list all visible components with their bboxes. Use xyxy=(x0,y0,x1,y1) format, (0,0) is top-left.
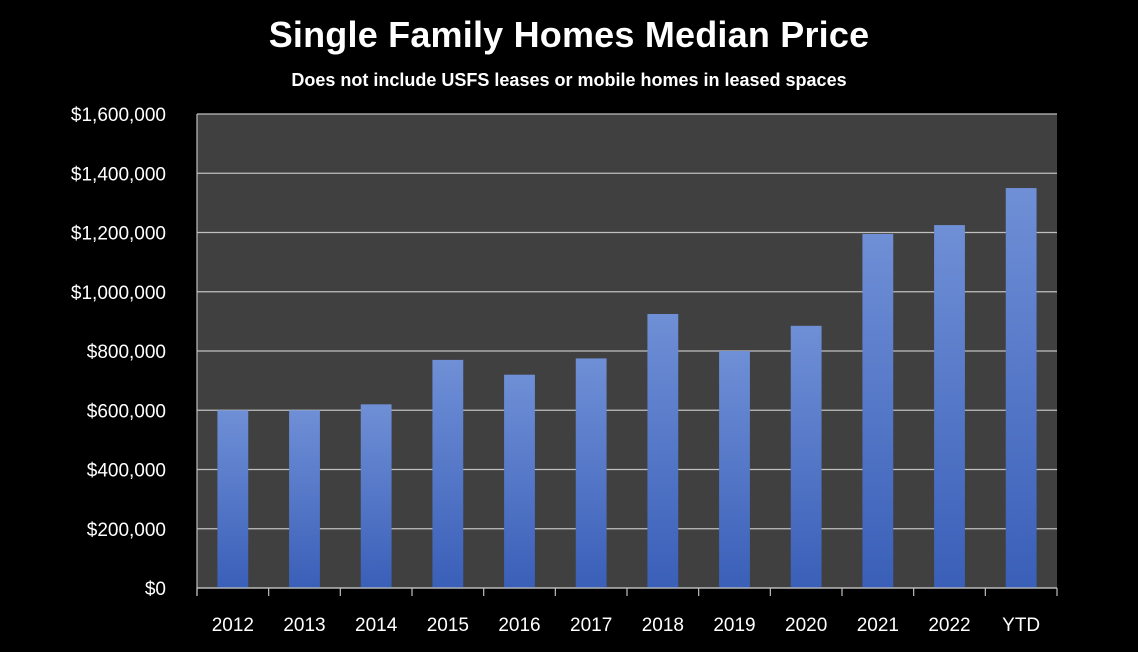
bar-ytd xyxy=(1005,188,1037,588)
x-tick-label: 2015 xyxy=(427,615,469,636)
bar-2014 xyxy=(360,404,392,588)
y-tick-label: $0 xyxy=(145,579,166,600)
bar-2022 xyxy=(934,225,965,588)
bar-2019 xyxy=(719,351,750,588)
x-tick-label: YTD xyxy=(1002,615,1040,636)
y-tick-label: $400,000 xyxy=(87,461,166,482)
bar-2012 xyxy=(217,410,249,588)
x-tick-label: 2017 xyxy=(570,615,612,636)
bar-2016 xyxy=(504,374,535,588)
chart-title: Single Family Homes Median Price xyxy=(268,14,870,55)
bar-2013 xyxy=(289,410,320,588)
x-tick-label: 2018 xyxy=(642,615,684,636)
x-tick-label: 2020 xyxy=(785,615,827,636)
y-tick-label: $1,600,000 xyxy=(71,105,166,126)
x-tick-label: 2021 xyxy=(857,615,899,636)
y-tick-label: $600,000 xyxy=(87,401,166,422)
y-tick-label: $1,000,000 xyxy=(71,283,166,304)
bar-2018 xyxy=(647,313,679,588)
y-tick-label: $800,000 xyxy=(87,342,166,363)
x-tick-label: 2013 xyxy=(283,615,325,636)
y-tick-label: $1,400,000 xyxy=(71,164,166,185)
chart-subtitle: Does not include USFS leases or mobile h… xyxy=(291,70,847,90)
x-tick-label: 2012 xyxy=(212,615,254,636)
bar-2015 xyxy=(432,359,464,588)
x-tick-label: 2016 xyxy=(498,615,540,636)
x-tick-label: 2014 xyxy=(355,615,398,636)
bar-2021 xyxy=(862,233,894,588)
bar-2020 xyxy=(790,325,822,588)
y-tick-label: $200,000 xyxy=(87,520,166,541)
x-tick-label: 2022 xyxy=(928,615,970,636)
bar-2017 xyxy=(575,358,607,588)
x-tick-label: 2019 xyxy=(713,615,755,636)
y-tick-label: $1,200,000 xyxy=(71,224,166,245)
